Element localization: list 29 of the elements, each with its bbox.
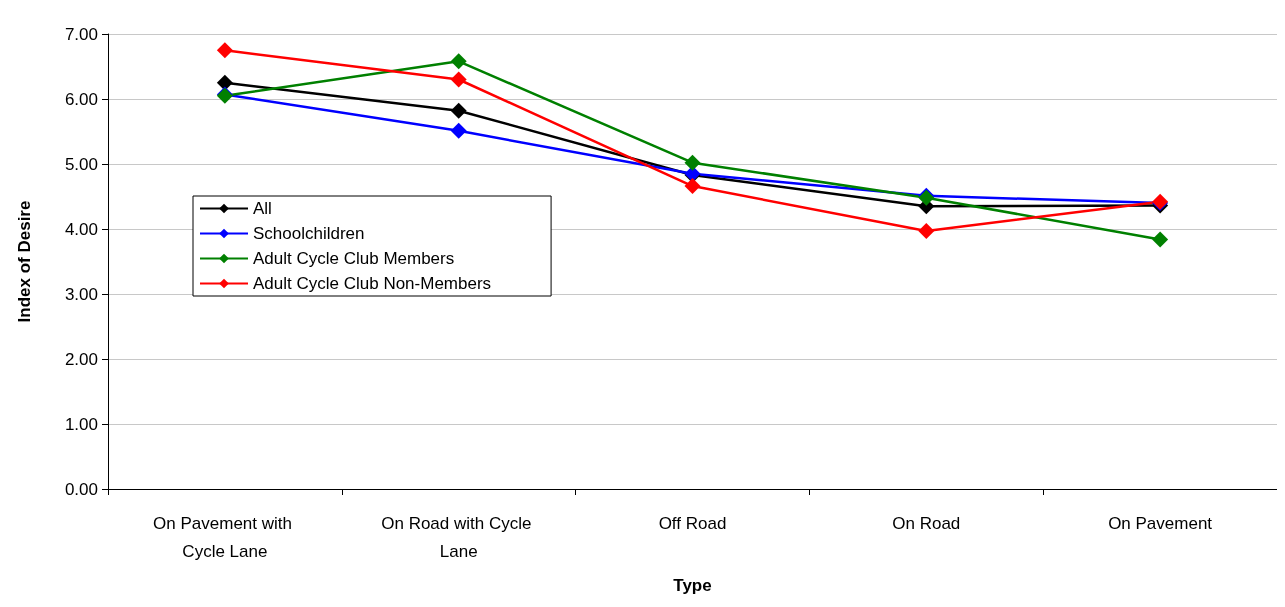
legend-label: Adult Cycle Club Members — [253, 249, 455, 268]
x-tick-label: On Road — [892, 513, 961, 533]
point — [450, 102, 467, 119]
x-tick-label: Off Road — [658, 513, 727, 533]
x-tick-label: On Road with Cycle Lane — [381, 513, 537, 561]
y-tick-label: 5.00 — [64, 154, 98, 174]
y-tick-label: 4.00 — [64, 219, 98, 239]
point — [216, 42, 233, 59]
legend-label: All — [253, 199, 272, 218]
point — [684, 178, 701, 195]
y-tick-label: 2.00 — [64, 349, 98, 369]
x-axis-title: Type — [673, 576, 712, 595]
y-tick-label: 7.00 — [64, 24, 98, 44]
legend-label: Schoolchildren — [253, 224, 365, 243]
point — [918, 222, 935, 239]
y-tick-label: 3.00 — [64, 284, 98, 304]
y-axis-title: Index of Desire — [15, 200, 34, 323]
point — [450, 122, 467, 139]
point — [450, 53, 467, 70]
y-tick-label: 1.00 — [64, 414, 98, 434]
point — [1152, 231, 1169, 248]
point — [450, 71, 467, 88]
point — [216, 74, 233, 91]
legend-label: Adult Cycle Club Non-Members — [253, 274, 492, 293]
x-tick-label: On Pavement — [1108, 513, 1213, 533]
y-tick-label: 0.00 — [64, 479, 98, 499]
point — [684, 154, 701, 171]
x-tick-label: On Pavement with Cycle Lane — [153, 513, 297, 561]
y-tick-label: 6.00 — [64, 89, 98, 109]
